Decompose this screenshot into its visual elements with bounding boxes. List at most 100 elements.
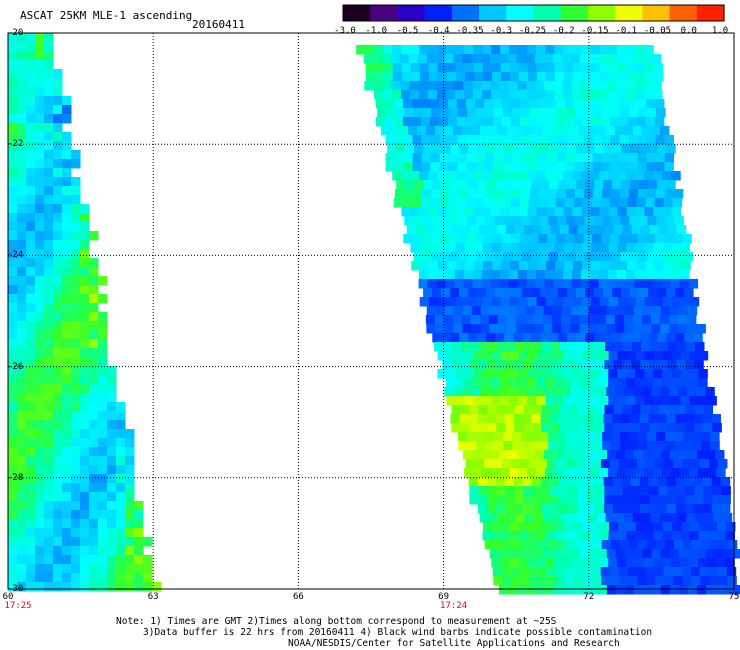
swath-cell (558, 180, 568, 190)
swath-cell (563, 207, 573, 217)
swath-cell (713, 513, 724, 523)
swath-cell (17, 339, 27, 349)
swath-cell (592, 162, 603, 172)
swath-cell (44, 195, 54, 205)
swath-cell (563, 63, 574, 73)
swath-cell (402, 99, 413, 109)
swath-cell (725, 531, 735, 541)
swath-cell (442, 225, 453, 235)
swath-cell (678, 387, 688, 397)
colorbar-swatch (397, 5, 426, 21)
swath-cell (660, 387, 670, 397)
swath-cell (516, 324, 526, 334)
swath-cell (527, 351, 538, 361)
swath-cell (62, 393, 72, 403)
swath-cell (665, 216, 675, 226)
swath-cell (438, 261, 448, 271)
swath-cell (657, 504, 668, 514)
swath-cell (546, 567, 557, 577)
swath-cell (506, 315, 517, 325)
colorbar-swatch (370, 5, 399, 21)
swath-cell (633, 54, 644, 64)
swath-cell (666, 504, 677, 514)
swath-cell (577, 405, 588, 415)
swath-cell (686, 315, 697, 325)
swath-cell (494, 108, 504, 118)
swath-cell (44, 528, 54, 538)
swath-cell (474, 99, 485, 109)
swath-cell (432, 333, 442, 343)
swath-cell (557, 432, 567, 442)
swath-cell (627, 117, 638, 127)
swath-cell (488, 513, 499, 523)
swath-cell (626, 63, 637, 73)
swath-cell (527, 396, 537, 406)
swath-cell (71, 384, 81, 394)
swath-cell (507, 306, 518, 316)
swath-cell (62, 384, 72, 394)
swath-cell (98, 546, 108, 556)
swath-cell (525, 306, 536, 316)
swath-cell (517, 81, 527, 91)
swath-cell (8, 33, 18, 43)
swath-cell (492, 567, 503, 577)
swath-cell (482, 171, 492, 181)
swath-cell (491, 468, 501, 478)
swath-cell (653, 522, 664, 532)
swath-cell (711, 477, 722, 487)
swath-cell (514, 486, 524, 496)
swath-cell (475, 234, 485, 244)
swath-cell (608, 72, 619, 82)
swath-cell (547, 189, 558, 199)
swath-cell (664, 153, 675, 163)
swath-cell (707, 558, 717, 568)
x-axis-label: 75 (728, 592, 740, 602)
swath-cell (528, 459, 539, 469)
swath-cell (447, 261, 457, 271)
swath-cell (8, 168, 18, 178)
swath-cell (393, 117, 404, 127)
swath-cell (639, 180, 649, 190)
swath-cell (681, 459, 692, 469)
swath-cell (17, 510, 27, 520)
swath-cell (644, 522, 655, 532)
swath-cell (419, 72, 430, 82)
swath-cell (615, 324, 625, 334)
swath-cell (565, 234, 575, 244)
swath-cell (581, 63, 592, 73)
swath-cell (532, 486, 542, 496)
swath-cell (53, 159, 63, 169)
x-axis-label: 66 (292, 592, 304, 602)
swath-cell (518, 369, 528, 379)
swath-cell (599, 207, 609, 217)
swath-cell (134, 573, 144, 583)
swath-cell (626, 522, 637, 532)
swath-cell (62, 474, 72, 484)
swath-cell (17, 321, 27, 331)
swath-cell (478, 225, 489, 235)
swath-cell (709, 576, 719, 586)
swath-cell (500, 45, 510, 55)
swath-cell (464, 297, 475, 307)
swath-cell (501, 567, 512, 577)
swath-cell (116, 456, 126, 466)
swath-cell (624, 585, 635, 595)
swath-cell (460, 342, 471, 352)
swath-cell (635, 351, 646, 361)
swath-cell (44, 501, 54, 511)
swath-cell (651, 549, 662, 559)
swath-cell (116, 447, 126, 457)
swath-cell (26, 51, 36, 61)
swath-cell (116, 411, 126, 421)
swath-cell (428, 297, 439, 307)
swath-cell (618, 567, 629, 577)
swath-cell (493, 162, 504, 172)
swath-cell (554, 90, 564, 100)
swath-cell (720, 504, 731, 514)
swath-cell (71, 510, 81, 520)
swath-cell (671, 369, 681, 379)
swath-cell (597, 306, 608, 316)
swath-cell (26, 555, 36, 565)
swath-cell (476, 441, 486, 451)
swath-cell (704, 513, 715, 523)
